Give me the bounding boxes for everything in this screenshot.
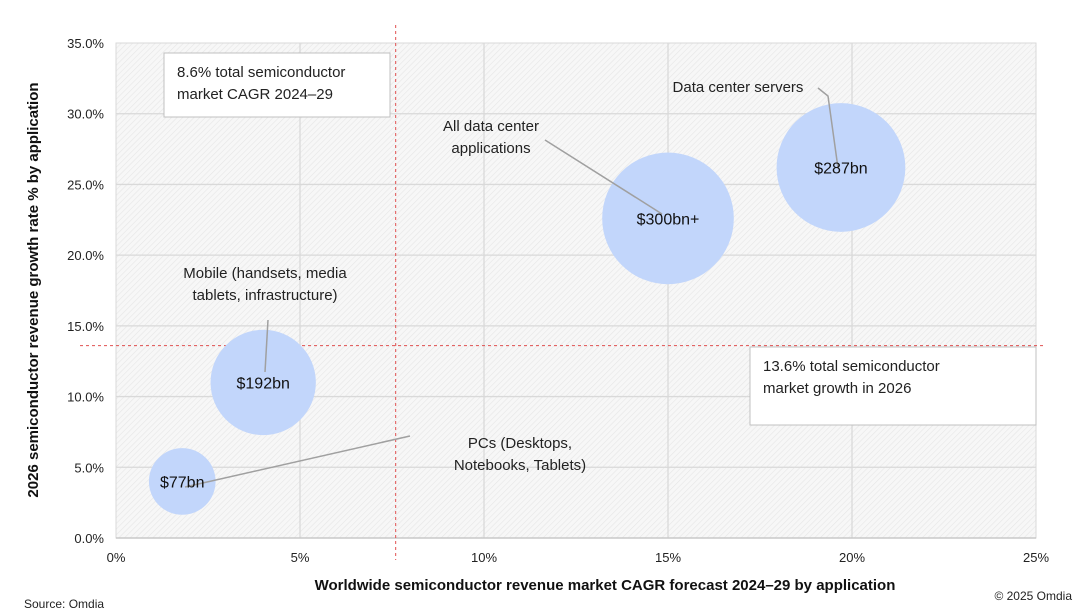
leader-line: [184, 435, 411, 488]
x-tick-label: 5%: [291, 550, 310, 565]
bubble: [148, 448, 216, 515]
y-tick-label: 35.0%: [67, 36, 104, 51]
reference-note-box: [749, 346, 1037, 426]
x-tick-label: 10%: [471, 550, 497, 565]
y-axis-title: 2026 semiconductor revenue growth rate %…: [25, 82, 42, 497]
source-note: Source: Omdia: [24, 597, 104, 611]
reference-note-box: [163, 52, 391, 118]
bubble: [210, 329, 316, 436]
y-tick-label: 10.0%: [67, 390, 104, 405]
bubble-category-label: applications: [451, 140, 530, 157]
bubble-category-label: Mobile (handsets, media: [183, 265, 347, 282]
x-tick-label: 0%: [107, 550, 126, 565]
axis-ticks: 0% 5% 10% 15% 20% 25% 0.0% 5.0% 10.0% 15.0% 20.0% 2…: [67, 36, 1049, 565]
x-tick-label: 20%: [839, 550, 865, 565]
leader-line: [544, 139, 663, 215]
leader-line: [264, 319, 269, 373]
reference-note-text: 8.6% total semiconductor: [177, 64, 345, 81]
bubble-value-label: $77bn: [160, 474, 205, 491]
bubble-value-label: $192bn: [237, 375, 290, 392]
bubbles: [148, 103, 906, 515]
bubble-category-label: All data center: [443, 118, 539, 135]
bubble: [602, 152, 734, 285]
y-tick-label: 20.0%: [67, 248, 104, 263]
y-tick-label: 5.0%: [74, 460, 104, 475]
annotations: PCs (Desktops, Notebooks, Tablets) $77bn Mo…: [160, 52, 1037, 491]
x-tick-label: 15%: [655, 550, 681, 565]
bubble-category-label: Notebooks, Tablets): [454, 457, 586, 474]
reference-note-text: market CAGR 2024–29: [177, 86, 333, 103]
bubble-category-label: tablets, infrastructure): [192, 287, 337, 304]
leader-line: [817, 87, 839, 169]
y-tick-label: 15.0%: [67, 319, 104, 334]
reference-note-text: market growth in 2026: [763, 380, 911, 397]
x-tick-label: 25%: [1023, 550, 1049, 565]
y-tick-label: 25.0%: [67, 177, 104, 192]
bubble-category-label: PCs (Desktops,: [468, 435, 572, 452]
x-axis-title: Worldwide semiconductor revenue market C…: [315, 577, 896, 594]
copyright: © 2025 Omdia: [994, 589, 1072, 603]
reference-lines: [80, 25, 1046, 560]
reference-note-text: 13.6% total semiconductor: [763, 358, 940, 375]
y-tick-label: 0.0%: [74, 531, 104, 546]
bubble-category-label: Data center servers: [673, 79, 804, 96]
bubble-value-label: $300bn+: [637, 211, 700, 228]
bubble-value-label: $287bn: [814, 160, 867, 177]
y-tick-label: 30.0%: [67, 107, 104, 122]
bubble: [776, 103, 906, 232]
